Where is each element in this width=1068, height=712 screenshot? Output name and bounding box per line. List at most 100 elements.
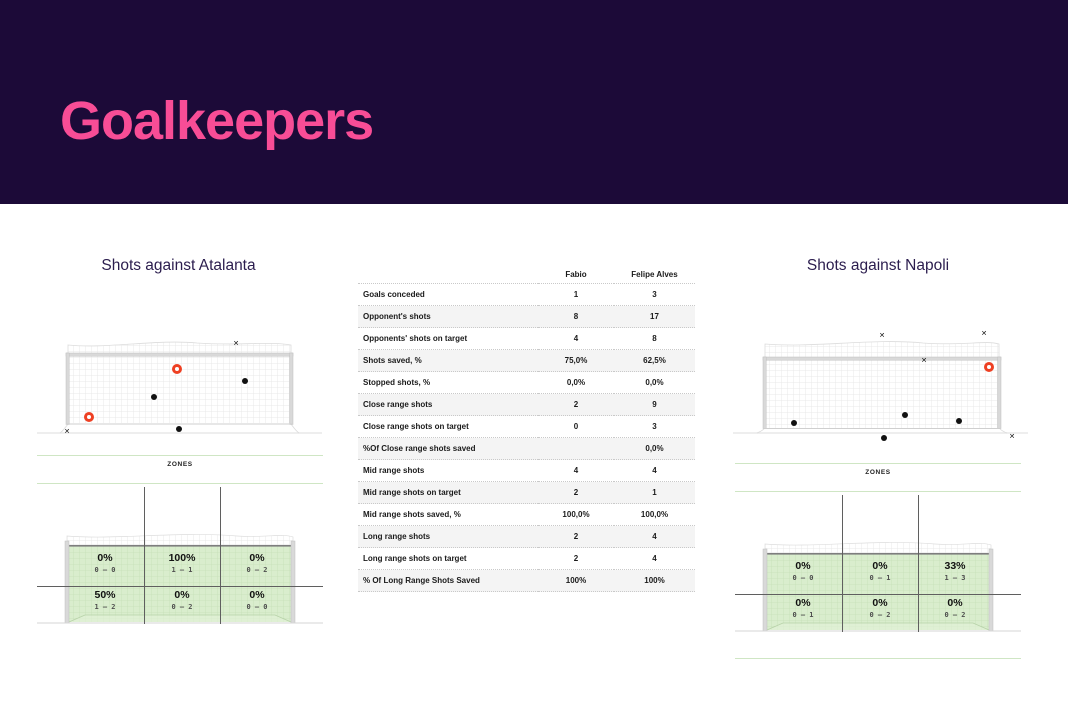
row-label: Opponents' shots on target bbox=[358, 327, 538, 350]
zone-values-napoli: 0% 0 – 0 0% 0 – 1 33% 1 – 3 0% 0 – 1 0% 0 – 2 0% 0 … bbox=[735, 458, 1021, 668]
table-row: Long range shots 2 4 bbox=[358, 525, 695, 548]
zone-cell: 0% 0 – 2 bbox=[920, 597, 990, 620]
row-label: Mid range shots bbox=[358, 459, 538, 482]
header-band: Goalkeepers bbox=[0, 0, 1068, 204]
row-value-felipe: 4 bbox=[614, 459, 695, 482]
table-row: Mid range shots 4 4 bbox=[358, 459, 695, 482]
zone-save-pct: 0% bbox=[795, 560, 811, 572]
zones-napoli: ZONES 0% 0 – 0 0% 0 – 1 33% 1 – 3 0% 0 – 1 0% 0 –… bbox=[735, 458, 1021, 668]
zone-goal-graphic bbox=[735, 542, 1021, 632]
zone-cell: 100% 1 – 1 bbox=[147, 552, 217, 575]
row-value-fabio: 1 bbox=[538, 283, 614, 306]
on-target-shot-marker bbox=[956, 418, 962, 424]
row-value-felipe: 4 bbox=[614, 525, 695, 548]
table-row: Close range shots on target 0 3 bbox=[358, 415, 695, 438]
row-label: Close range shots bbox=[358, 393, 538, 416]
table-row: Mid range shots saved, % 100,0% 100,0% bbox=[358, 503, 695, 526]
zone-divider-line bbox=[735, 491, 1021, 492]
on-target-shot-marker bbox=[151, 394, 157, 400]
row-label: Long range shots bbox=[358, 525, 538, 548]
table-header-row: Fabio Felipe Alves bbox=[358, 266, 695, 284]
col-header-metric bbox=[358, 266, 538, 284]
off-target-shot-marker: ✕ bbox=[981, 329, 987, 338]
on-target-shot-marker bbox=[242, 378, 248, 384]
row-value-felipe: 3 bbox=[614, 415, 695, 438]
zone-cell: 0% 0 – 1 bbox=[845, 560, 915, 583]
row-label: % Of Long Range Shots Saved bbox=[358, 569, 538, 592]
goal-shot-marker bbox=[984, 362, 994, 372]
row-label: Stopped shots, % bbox=[358, 371, 538, 394]
zone-cell: 33% 1 – 3 bbox=[920, 560, 990, 583]
row-label: Opponent's shots bbox=[358, 305, 538, 328]
stats-table-body: Goals conceded 1 3 Opponent's shots 8 17 Oppon… bbox=[358, 283, 695, 592]
shot-markers-napoli: ✕ ✕ ✕ ✕ bbox=[733, 328, 1028, 443]
zone-row-divider bbox=[735, 594, 1021, 595]
row-value-fabio: 100,0% bbox=[538, 503, 614, 526]
zone-record: 0 – 0 bbox=[246, 603, 268, 611]
row-label: %Of Close range shots saved bbox=[358, 437, 538, 460]
row-value-felipe: 4 bbox=[614, 547, 695, 570]
on-target-shot-marker bbox=[902, 412, 908, 418]
off-target-shot-marker: ✕ bbox=[1009, 432, 1015, 441]
goal-shot-marker bbox=[84, 412, 94, 422]
zone-record: 0 – 2 bbox=[944, 611, 966, 619]
zone-save-pct: 0% bbox=[872, 597, 888, 609]
shot-plot-atalanta: ✕ ✕ bbox=[37, 333, 322, 438]
table-row: Opponents' shots on target 4 8 bbox=[358, 327, 695, 350]
off-target-shot-marker: ✕ bbox=[64, 427, 70, 436]
table-row: Mid range shots on target 2 1 bbox=[358, 481, 695, 504]
zone-column-divider bbox=[220, 487, 221, 624]
section-title-atalanta: Shots against Atalanta bbox=[101, 257, 256, 274]
table-row: Shots saved, % 75,0% 62,5% bbox=[358, 349, 695, 372]
zone-cell: 0% 0 – 0 bbox=[768, 560, 838, 583]
zone-divider-line bbox=[735, 463, 1021, 464]
zone-save-pct: 0% bbox=[249, 589, 265, 601]
zones-label: ZONES bbox=[865, 469, 891, 476]
ball-icon bbox=[175, 367, 179, 371]
row-label: Close range shots on target bbox=[358, 415, 538, 438]
zone-column-divider bbox=[144, 487, 145, 624]
zone-divider-line bbox=[37, 455, 323, 456]
row-value-fabio: 8 bbox=[538, 305, 614, 328]
row-value-felipe: 9 bbox=[614, 393, 695, 416]
zone-values-atalanta: 0% 0 – 0 100% 1 – 1 0% 0 – 2 50% 1 – 2 0% 0 – 2 0%… bbox=[37, 450, 323, 660]
on-target-shot-marker bbox=[791, 420, 797, 426]
zone-divider-line bbox=[735, 658, 1021, 659]
col-header-fabio: Fabio bbox=[538, 266, 614, 284]
zones-label: ZONES bbox=[167, 461, 193, 468]
row-label: Shots saved, % bbox=[358, 349, 538, 372]
goal-net-graphic bbox=[733, 341, 1028, 434]
goal-shot-marker bbox=[172, 364, 182, 374]
zone-record: 0 – 2 bbox=[171, 603, 193, 611]
col-header-felipe-alves: Felipe Alves bbox=[614, 266, 695, 284]
ball-icon bbox=[987, 365, 991, 369]
zone-save-pct: 0% bbox=[97, 552, 113, 564]
zone-save-pct: 0% bbox=[872, 560, 888, 572]
table-row: Stopped shots, % 0,0% 0,0% bbox=[358, 371, 695, 394]
row-value-felipe: 8 bbox=[614, 327, 695, 350]
row-value-fabio: 2 bbox=[538, 525, 614, 548]
table-row: Opponent's shots 8 17 bbox=[358, 305, 695, 328]
row-value-fabio: 4 bbox=[538, 459, 614, 482]
row-value-felipe: 62,5% bbox=[614, 349, 695, 372]
row-value-fabio: 4 bbox=[538, 327, 614, 350]
row-value-fabio bbox=[538, 437, 614, 460]
zone-cell: 0% 0 – 2 bbox=[222, 552, 292, 575]
row-value-felipe: 0,0% bbox=[614, 437, 695, 460]
zone-cell: 0% 0 – 2 bbox=[147, 589, 217, 612]
on-target-shot-marker bbox=[176, 426, 182, 432]
row-label: Goals conceded bbox=[358, 283, 538, 306]
zone-record: 0 – 1 bbox=[869, 574, 891, 582]
row-label: Mid range shots saved, % bbox=[358, 503, 538, 526]
zone-record: 0 – 2 bbox=[246, 566, 268, 574]
row-value-fabio: 2 bbox=[538, 393, 614, 416]
zone-goal-graphic bbox=[37, 534, 323, 624]
off-target-shot-marker: ✕ bbox=[233, 339, 239, 348]
zone-cell: 0% 0 – 2 bbox=[845, 597, 915, 620]
zone-divider-line bbox=[37, 483, 323, 484]
zone-record: 0 – 0 bbox=[94, 566, 116, 574]
row-value-fabio: 2 bbox=[538, 481, 614, 504]
zone-cell: 0% 0 – 0 bbox=[70, 552, 140, 575]
zone-cell: 0% 0 – 0 bbox=[222, 589, 292, 612]
zone-record: 0 – 1 bbox=[792, 611, 814, 619]
